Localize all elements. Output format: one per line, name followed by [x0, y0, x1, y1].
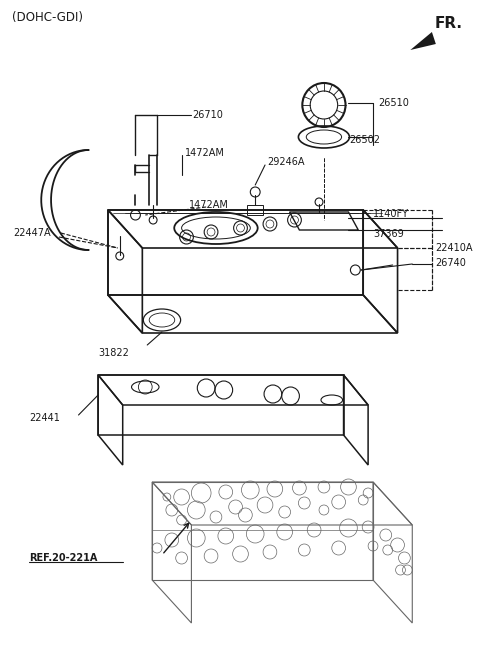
Text: 1472AM: 1472AM	[184, 148, 225, 158]
Text: 22410A: 22410A	[435, 243, 472, 253]
Text: 26740: 26740	[435, 258, 466, 268]
Text: 31822: 31822	[98, 348, 129, 358]
Text: 26510: 26510	[378, 98, 409, 108]
Text: 22441: 22441	[29, 413, 60, 423]
Text: 22447A: 22447A	[14, 228, 51, 238]
Text: REF.20-221A: REF.20-221A	[29, 553, 98, 563]
Polygon shape	[410, 32, 436, 50]
Text: (DOHC-GDI): (DOHC-GDI)	[12, 11, 83, 24]
Text: 1140FY: 1140FY	[373, 209, 409, 219]
Text: 1472AM: 1472AM	[189, 200, 228, 210]
Text: FR.: FR.	[435, 17, 463, 32]
Text: 26502: 26502	[349, 135, 381, 145]
Text: 37369: 37369	[373, 229, 404, 239]
Text: 26710: 26710	[192, 110, 223, 120]
Text: 29246A: 29246A	[267, 157, 304, 167]
